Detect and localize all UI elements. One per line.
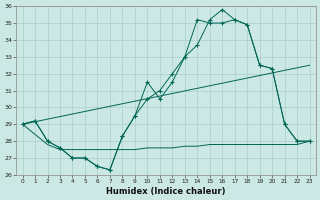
X-axis label: Humidex (Indice chaleur): Humidex (Indice chaleur) xyxy=(106,187,226,196)
